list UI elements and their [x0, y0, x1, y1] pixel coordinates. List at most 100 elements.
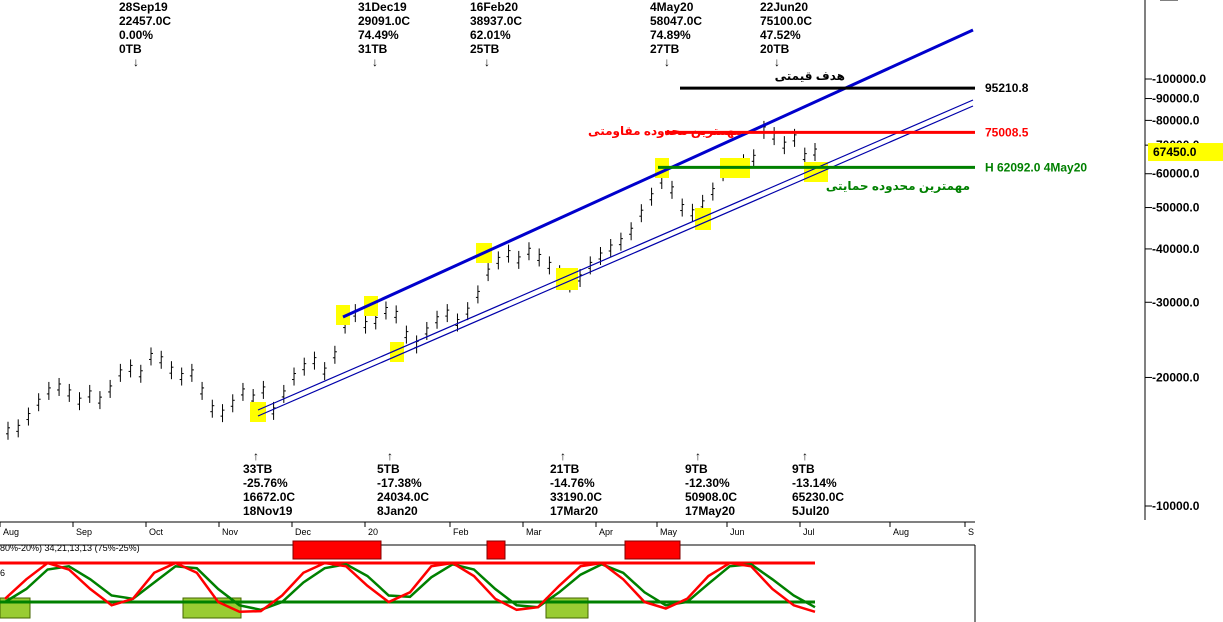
x-month-label: Jun [730, 527, 745, 537]
peak-label: 75100.0C [760, 14, 812, 28]
oscillator-label: 80%-20%) 34,21,13,13 (75%-25%) [0, 543, 140, 553]
x-month-label: Dec [295, 527, 312, 537]
x-month-label: Sep [76, 527, 92, 537]
level-lines: 95210.8 هدف قیمتی 75008.5 مهمترین محدوده مق… [588, 69, 1087, 194]
pivot-highlight [364, 296, 378, 316]
lower-channel-line-2 [257, 105, 974, 417]
peak-label: 0TB [119, 42, 142, 56]
pivot-highlight [336, 305, 350, 325]
last-price-label: 67450.0 [1153, 145, 1197, 159]
trough-label: 17May20 [685, 504, 735, 518]
trough-label: -13.14% [792, 476, 837, 490]
peak-annotations: 28Sep1922457.0C0.00%0TB↓31Dec1929091.0C7… [119, 0, 812, 69]
trough-label: 16672.0C [243, 490, 295, 504]
y-tick-label: -50000.0 [1152, 201, 1200, 215]
x-month-label: S [968, 527, 974, 537]
peak-label: 47.52% [760, 28, 801, 42]
y-tick-label: -80000.0 [1152, 113, 1200, 127]
target-level-title: هدف قیمتی [775, 69, 845, 83]
resistance-level-title: مهمترین محدوده مقاومتی [588, 124, 742, 139]
x-month-label: May [660, 527, 678, 537]
peak-label: 0.00% [119, 28, 153, 42]
y-tick-label: -40000.0 [1152, 242, 1200, 256]
x-month-label: Aug [3, 527, 19, 537]
peak-label: 62.01% [470, 28, 511, 42]
peak-label: 28Sep19 [119, 0, 168, 14]
peak-label: 74.49% [358, 28, 399, 42]
peak-label: 31TB [358, 42, 388, 56]
x-axis: Aug Sep Oct Nov Dec 20 Feb Mar Apr May Jun Jul Aug S [0, 521, 975, 537]
trough-label: -14.76% [550, 476, 595, 490]
x-month-label: Nov [222, 527, 239, 537]
trough-arrow: ↑ [387, 449, 393, 463]
peak-label: 27TB [650, 42, 680, 56]
peak-arrow: ↓ [133, 55, 139, 69]
peak-label: 22Jun20 [760, 0, 808, 14]
trough-label: 21TB [550, 462, 580, 476]
trough-label: -25.76% [243, 476, 288, 490]
peak-label: 4May20 [650, 0, 694, 14]
lower-channel-line [257, 99, 974, 411]
peak-label: 16Feb20 [470, 0, 518, 14]
peak-arrow: ↓ [372, 55, 378, 69]
x-month-label: Feb [453, 527, 469, 537]
upper-channel-line [342, 28, 974, 319]
trough-label: 50908.0C [685, 490, 737, 504]
trough-arrow: ↑ [560, 449, 566, 463]
y-tick-label: -100000.0 [1152, 72, 1206, 86]
peak-arrow: ↓ [664, 55, 670, 69]
oscillator-fast-line [4, 561, 816, 614]
overbought-box [292, 540, 382, 560]
support-level-title: مهمترین محدوده حمایتی [826, 179, 970, 194]
y-axis: -100000.0-90000.0-80000.0-70000.0-60000.… [1144, 0, 1223, 520]
last-price-box [1148, 143, 1223, 162]
trough-label: 9TB [685, 462, 708, 476]
pivot-highlight [250, 402, 266, 422]
peak-label: 58047.0C [650, 14, 702, 28]
peak-arrow: ↓ [484, 55, 490, 69]
trough-label: 5Jul20 [792, 504, 830, 518]
y-tick-label: -90000.0 [1152, 92, 1200, 106]
peak-label: 31Dec19 [358, 0, 407, 14]
peak-label: 38937.0C [470, 14, 522, 28]
y-tick-label: -60000.0 [1152, 167, 1200, 181]
oscillator-panel: 80%-20%) 34,21,13,13 (75%-25%) 6 [0, 540, 976, 622]
trough-arrow: ↑ [253, 449, 259, 463]
x-month-label: Mar [526, 527, 542, 537]
trend-channel [257, 28, 974, 417]
x-month-label: 20 [368, 527, 378, 537]
peak-arrow: ↓ [774, 55, 780, 69]
y-tick-label: -30000.0 [1152, 295, 1200, 309]
trough-label: 17Mar20 [550, 504, 598, 518]
peak-label: 25TB [470, 42, 500, 56]
trough-label: -12.30% [685, 476, 730, 490]
trough-label: 65230.0C [792, 490, 844, 504]
x-month-label: Jul [803, 527, 815, 537]
trough-arrow: ↑ [802, 449, 808, 463]
overbought-box [486, 540, 506, 560]
peak-label: 74.89% [650, 28, 691, 42]
trough-arrow: ↑ [695, 449, 701, 463]
trough-label: 33TB [243, 462, 273, 476]
support-level-value: H 62092.0 4May20 [985, 160, 1087, 174]
x-month-label: Oct [149, 527, 164, 537]
trough-label: 18Nov19 [243, 504, 293, 518]
peak-label: 29091.0C [358, 14, 410, 28]
y-tick-label: -20000.0 [1152, 370, 1200, 384]
target-level-value: 95210.8 [985, 81, 1029, 95]
peak-label: 22457.0C [119, 14, 171, 28]
price-bars [6, 120, 817, 440]
resistance-level-value: 75008.5 [985, 125, 1029, 139]
x-month-label: Aug [893, 527, 909, 537]
trough-label: 5TB [377, 462, 400, 476]
y-tick-label: -10000.0 [1152, 499, 1200, 513]
overbought-box [624, 540, 681, 560]
trough-label: -17.38% [377, 476, 422, 490]
trough-label: 24034.0C [377, 490, 429, 504]
x-month-label: Apr [599, 527, 613, 537]
oscillator-scale-mark: 6 [0, 568, 5, 578]
trough-label: 8Jan20 [377, 504, 418, 518]
trough-label: 33190.0C [550, 490, 602, 504]
peak-label: 20TB [760, 42, 790, 56]
